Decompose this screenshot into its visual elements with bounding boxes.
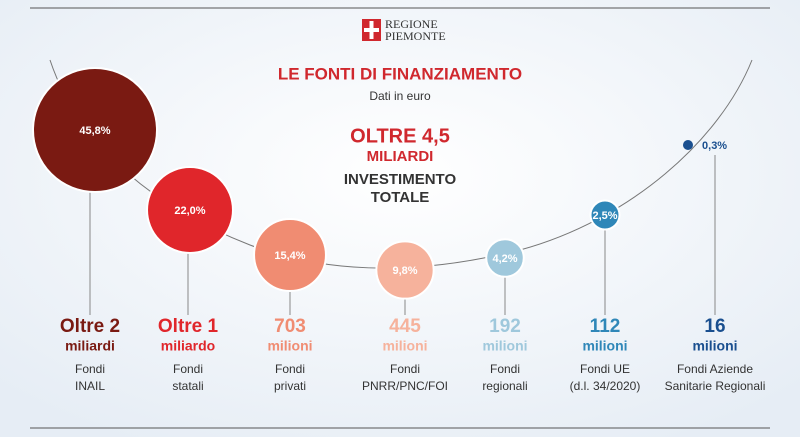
chart-subtitle: Dati in euro <box>369 89 431 103</box>
category-label: (d.l. 34/2020) <box>570 379 641 393</box>
annotation: TOTALE <box>371 189 430 206</box>
annotation: MILIARDI <box>367 148 434 165</box>
category-label: Fondi Aziende <box>677 362 753 376</box>
value-label: 45,8% <box>79 125 110 137</box>
category-label: Fondi <box>75 362 105 376</box>
category-label: PNRR/PNC/FOI <box>362 379 448 393</box>
category-label: statali <box>172 379 203 393</box>
amount-label: 16 <box>704 316 725 337</box>
logo-cross <box>364 28 379 32</box>
value-label: 15,4% <box>274 250 305 262</box>
chart-title: LE FONTI DI FINANZIAMENTO <box>278 64 522 83</box>
value-label: 2,5% <box>592 210 617 222</box>
bubble <box>253 218 327 292</box>
value-label: 0,3% <box>702 140 727 152</box>
category-label: privati <box>274 379 306 393</box>
bubble <box>146 166 234 254</box>
amount-unit: milioni <box>482 338 527 354</box>
category-label: INAIL <box>75 379 105 393</box>
category-label: Fondi <box>173 362 203 376</box>
amount-unit: milioni <box>692 338 737 354</box>
bubble <box>485 238 525 278</box>
amount-unit: milioni <box>582 338 627 354</box>
bubble <box>32 67 158 193</box>
annotation: INVESTIMENTO <box>344 171 457 188</box>
category-label: Fondi <box>390 362 420 376</box>
amount-label: Oltre 2 <box>60 316 120 337</box>
category-label: Fondi <box>490 362 520 376</box>
value-label: 9,8% <box>392 265 417 277</box>
amount-unit: miliardo <box>161 338 215 354</box>
logo: REGIONE PIEMONTE <box>362 17 446 43</box>
amount-label: 112 <box>590 316 621 337</box>
amount-label: Oltre 1 <box>158 316 219 337</box>
amount-unit: milioni <box>267 338 312 354</box>
bubble <box>682 139 694 151</box>
logo-text: PIEMONTE <box>385 29 446 43</box>
amount-label: 703 <box>274 316 306 337</box>
bubble <box>589 199 621 231</box>
amount-label: 445 <box>389 316 421 337</box>
value-label: 4,2% <box>492 253 517 265</box>
logo-text: REGIONE <box>385 17 438 31</box>
bubble <box>375 240 435 300</box>
category-label: Fondi <box>275 362 305 376</box>
category-label: regionali <box>482 379 527 393</box>
amount-unit: miliardi <box>65 338 115 354</box>
amount-label: 192 <box>489 316 521 337</box>
amount-unit: milioni <box>382 338 427 354</box>
category-label: Sanitarie Regionali <box>665 379 766 393</box>
annotation: OLTRE 4,5 <box>350 125 450 147</box>
category-label: Fondi UE <box>580 362 630 376</box>
value-label: 22,0% <box>174 205 205 217</box>
